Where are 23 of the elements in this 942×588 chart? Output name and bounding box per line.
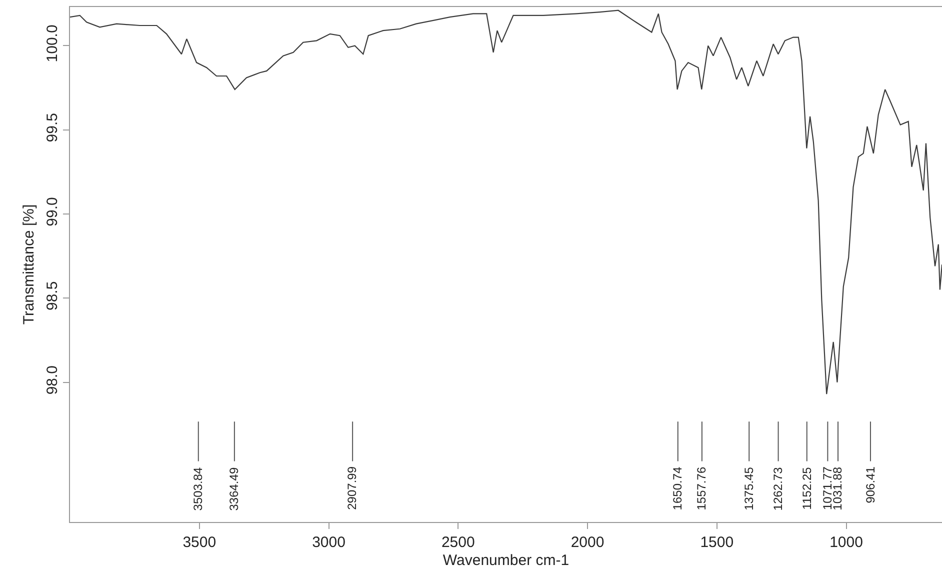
ref-line-label: 1152.25 [800, 466, 814, 510]
ref-line-label: 1375.45 [742, 466, 756, 510]
x-tick-label: 1500 [700, 534, 734, 551]
ref-line-label: 1650.74 [670, 466, 685, 510]
ref-line-label: 906.41 [864, 466, 878, 504]
x-tick-label: 3000 [312, 534, 346, 551]
x-axis-title: Wavenumber cm-1 [442, 552, 570, 569]
y-tick-label: 98.5 [44, 281, 61, 311]
ref-line-label: 1262.73 [770, 466, 785, 511]
y-tick-label: 99.0 [44, 197, 61, 226]
x-tick-label: 2000 [570, 534, 604, 551]
x-tick-label: 1000 [830, 534, 863, 551]
x-tick-label: 3500 [182, 534, 216, 551]
y-tick-label: 100.0 [44, 24, 61, 62]
ref-line-label: 3364.49 [227, 467, 242, 511]
y-tick-label: 99.5 [44, 113, 61, 142]
y-tick-label: 98.0 [44, 365, 61, 395]
line-series [70, 10, 942, 395]
y-axis-title: Transmittance [%] [20, 204, 38, 325]
x-tick-label: 2500 [441, 534, 475, 551]
ref-line-label: 1557.76 [694, 466, 709, 510]
ref-line-label: 3503.84 [191, 466, 206, 511]
ref-line-label: 2907.99 [345, 466, 360, 510]
